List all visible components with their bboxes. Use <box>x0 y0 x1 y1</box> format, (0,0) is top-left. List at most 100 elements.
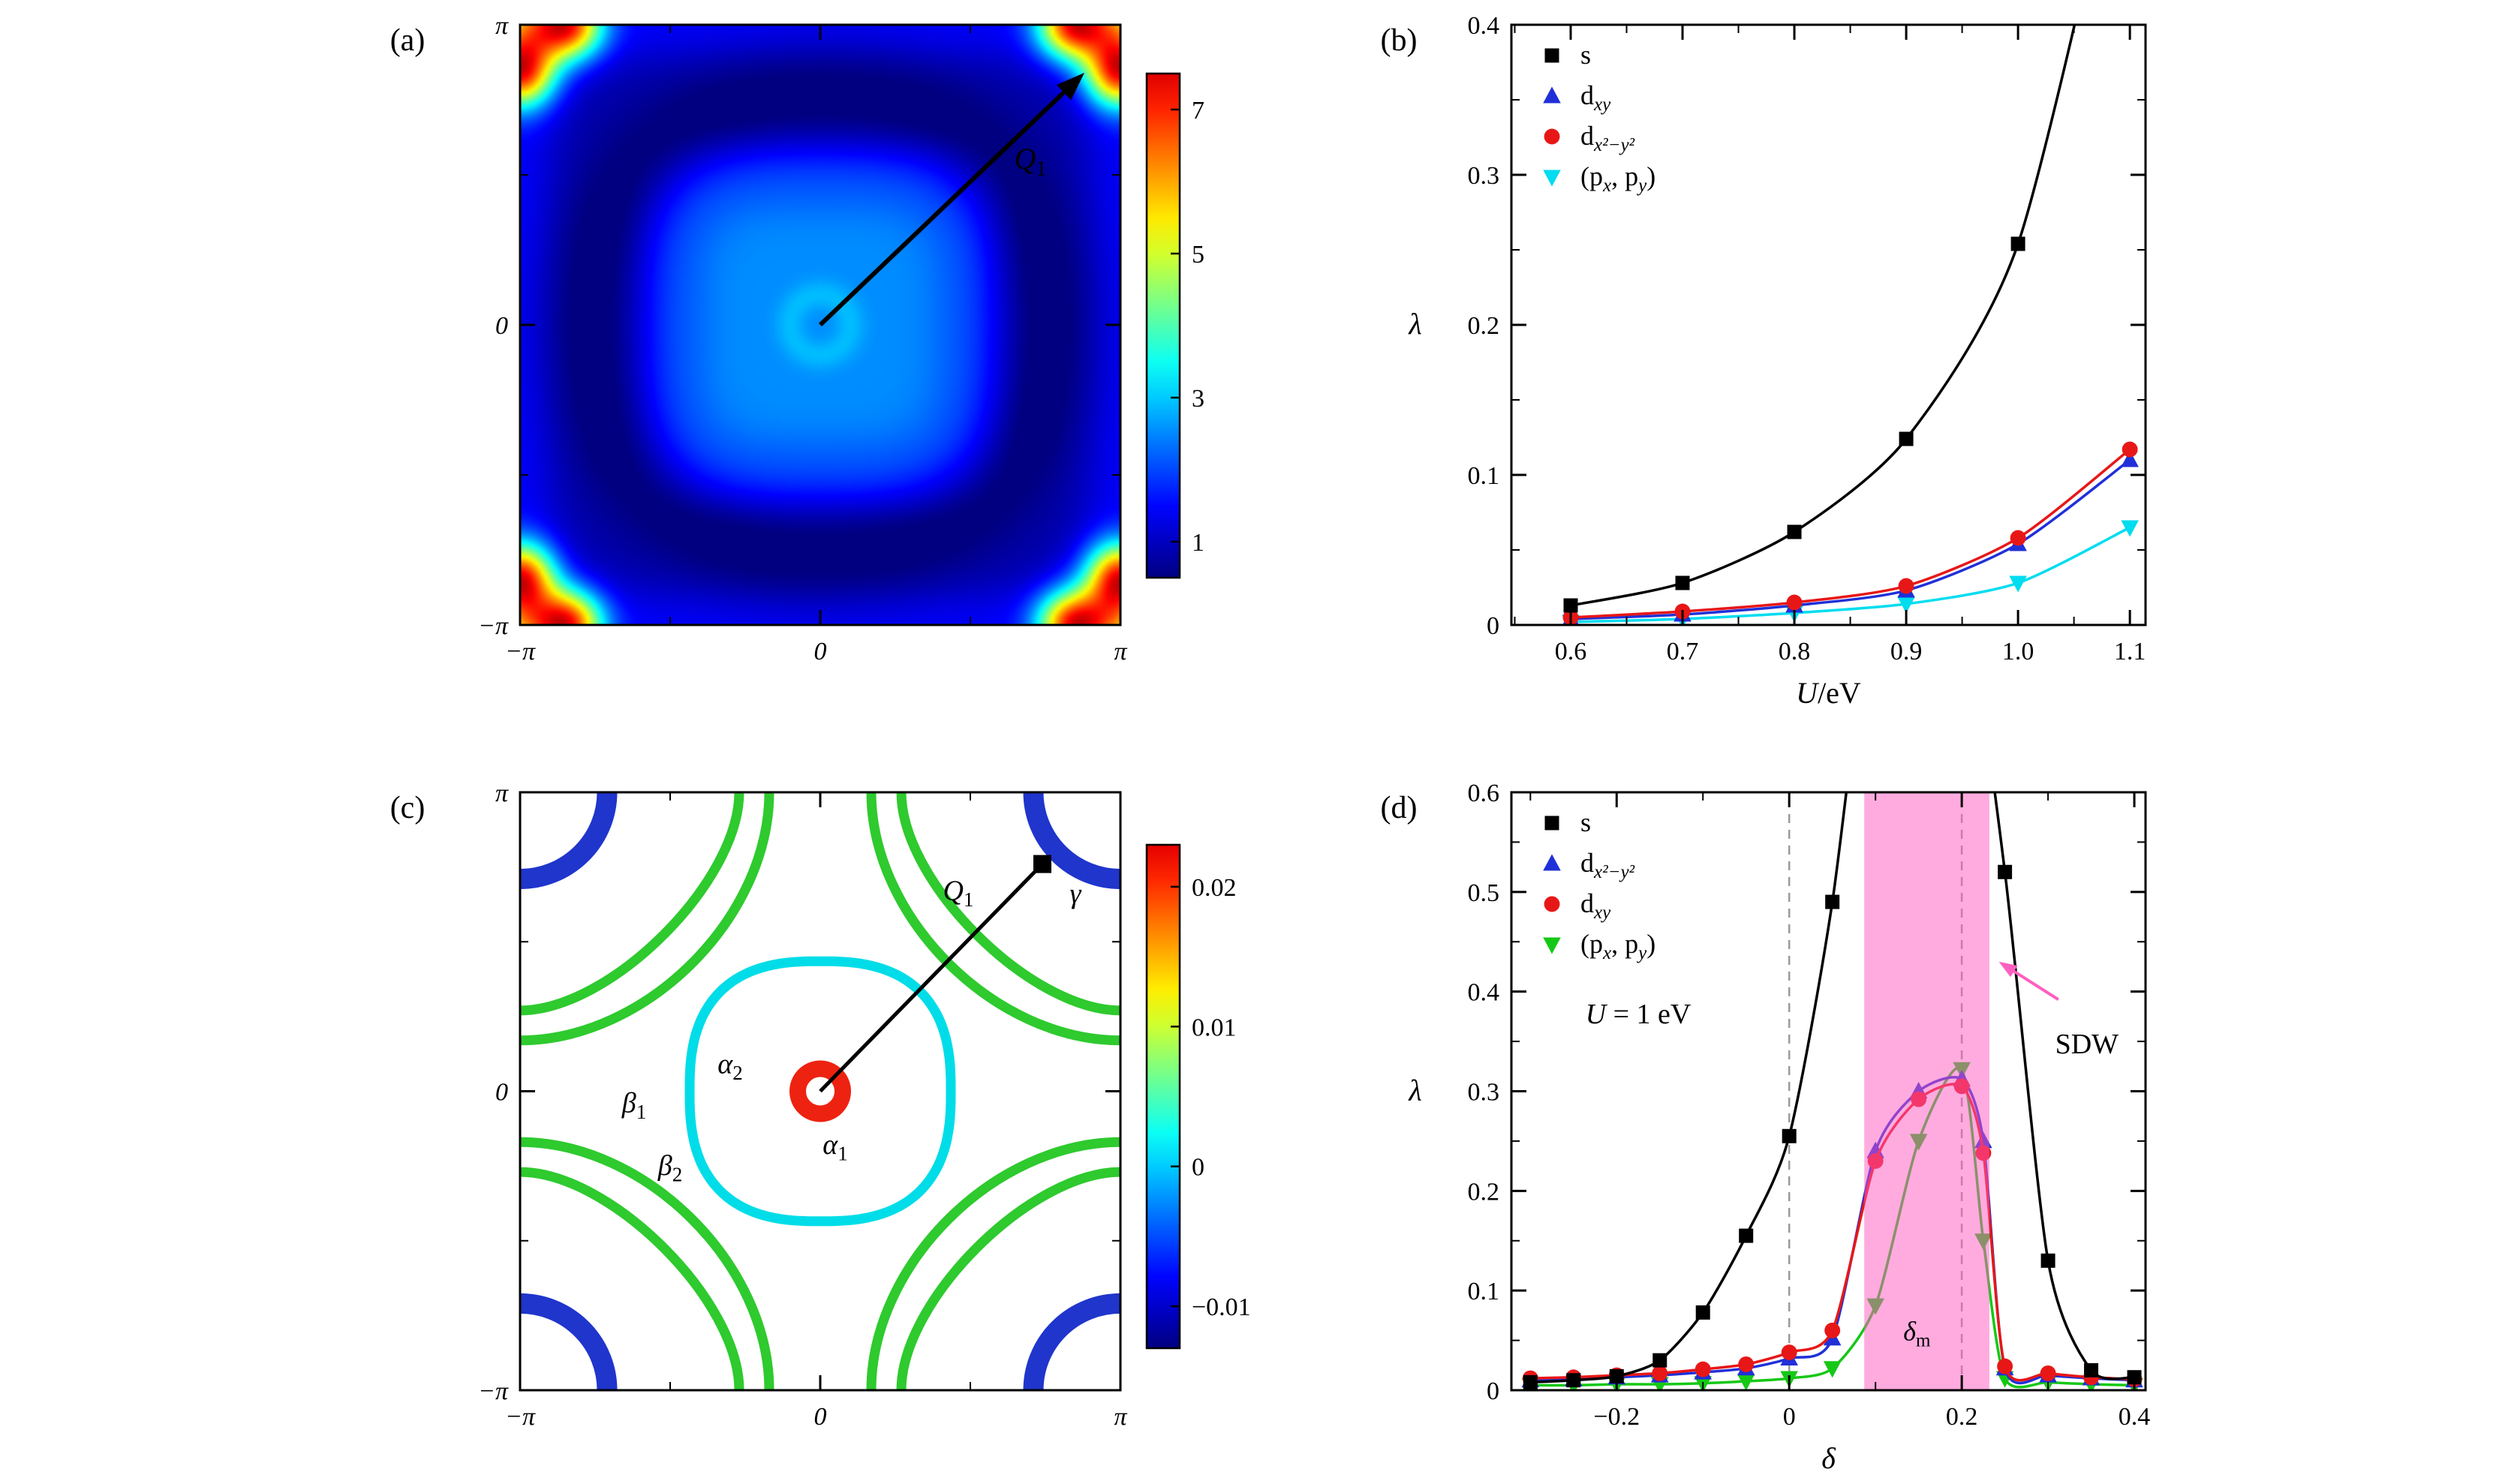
colorbar-tick-label: 0.01 <box>1192 1014 1237 1041</box>
x-tick-label: 0.7 <box>1667 638 1699 665</box>
colorbar-frame <box>1145 72 1181 579</box>
series-pxpy-point <box>1823 1361 1842 1378</box>
q1-arrow <box>818 91 1066 327</box>
colorbar-tick-label: −0.01 <box>1192 1293 1251 1321</box>
series-dx2y2-point <box>2122 441 2138 458</box>
series-s-point <box>1998 864 2013 879</box>
series-s-point <box>1695 1305 1710 1320</box>
panel-label-c: (c) <box>390 791 426 825</box>
colorbar-tick-label: 5 <box>1192 241 1204 269</box>
y-tick-label: π <box>495 780 509 807</box>
series-s-point <box>1825 894 1840 909</box>
x-tick-label: π <box>1114 1403 1127 1431</box>
series-dxy-point <box>1738 1356 1755 1372</box>
series-s-point <box>1675 575 1690 590</box>
fermi-beta2 <box>520 1167 744 1390</box>
panel-d: U = 1 eV δm SDW s dx²−y² dxy (px, py) −0.2 0 0.2 0… <box>1381 556 2151 1475</box>
series-pxpy-point <box>2121 520 2139 537</box>
x-tick-label: 0.2 <box>1946 1403 1978 1431</box>
series-dxy-point <box>1652 1365 1668 1381</box>
q1-vector <box>819 862 1044 1093</box>
panel-c: α2 α1 β1 β2 γ Q1 −π 0 π π 0 −π (c) 0.02 0.01 0 −0.01 <box>390 780 1251 1431</box>
x-tick-label: 0 <box>1783 1403 1796 1431</box>
alpha2-label: α2 <box>717 1049 742 1084</box>
series-area <box>1521 556 2143 1390</box>
series-s-point <box>1566 1373 1581 1388</box>
colorbar-tick-label: 0.02 <box>1192 874 1237 902</box>
series-dx2y2-markers <box>1521 1070 2143 1388</box>
fermi-beta2 <box>896 1167 1120 1390</box>
x-tick-label: 0.4 <box>2119 1403 2151 1431</box>
fermi-beta2 <box>896 792 1120 1016</box>
y-tick-label: 0.1 <box>1468 462 1500 490</box>
y-tick-label: 0.4 <box>1468 979 1500 1007</box>
series-s-point <box>1869 556 1883 570</box>
fermi-beta2 <box>520 792 744 1016</box>
x-tick-label: −π <box>505 638 536 665</box>
series-dxy-point <box>1781 1344 1797 1360</box>
fermi-beta1 <box>520 792 774 1046</box>
sdw-region <box>1864 792 1989 1390</box>
legend-marker-dx2y2 <box>1543 854 1561 871</box>
panel-label-b: (b) <box>1381 23 1418 58</box>
colorbar-c <box>1147 845 1180 1348</box>
colorbar-tick-label: 1 <box>1192 529 1204 557</box>
panel-d-frame <box>1510 791 2147 1392</box>
x-tick-label: 0.6 <box>1555 638 1587 665</box>
series-s-point <box>1739 1228 1754 1243</box>
q1-endpoint-marker <box>1033 855 1051 873</box>
y-tick-label: −π <box>478 612 509 640</box>
panel-a-frame <box>519 23 1122 626</box>
legend-label-dxy: dxy <box>1580 80 1611 115</box>
series-dxy-point <box>1997 1358 2013 1374</box>
series-dxy-point <box>1695 1361 1711 1377</box>
series-s-markers <box>1523 556 2142 1389</box>
panel-label-a: (a) <box>390 23 426 58</box>
y-tick-label: π <box>495 12 509 40</box>
legend-marker-s <box>1544 48 1559 63</box>
series-s-line <box>1570 25 2076 607</box>
x-tick-label: π <box>1114 638 1127 665</box>
legend-label-dxy: dxy <box>1580 888 1611 923</box>
y-tick-label: 0 <box>1487 1377 1499 1405</box>
y-tick-label: 0.3 <box>1468 162 1500 190</box>
legend-marker-s <box>1544 816 1559 831</box>
series-s-point <box>2010 236 2025 251</box>
legend-label-dx2y2: dx²−y² <box>1580 121 1635 155</box>
sdw-label: SDW <box>2055 1029 2119 1060</box>
series-dxy-line <box>1570 458 2131 620</box>
colorbar-tick-label: 0 <box>1192 1154 1204 1182</box>
panel-b-frame <box>1510 23 2147 626</box>
gamma-label: γ <box>1070 878 1082 909</box>
panel-b: s dxy dx²−y² (px, py) 0.6 0.7 0.8 0.9 1.0 1.1 0 0.1… <box>1381 12 2147 710</box>
x-tick-label: 0 <box>814 638 827 665</box>
q1-label-a: Q1 <box>1015 142 1047 181</box>
x-axis-label: δ <box>1821 1441 1836 1475</box>
series-pxpy-point <box>1737 1374 1755 1390</box>
y-tick-label: 0.6 <box>1468 780 1500 807</box>
x-tick-label: −0.2 <box>1593 1403 1640 1431</box>
colorbar-a <box>1147 74 1180 578</box>
series-dxy-point <box>2040 1365 2056 1381</box>
legend-marker-pxpy <box>1543 170 1561 187</box>
x-tick-label: −π <box>505 1403 536 1431</box>
legend-label-pxpy: (px, py) <box>1580 929 1655 963</box>
y-tick-label: 0.5 <box>1468 879 1500 907</box>
y-tick-label: 0.3 <box>1468 1079 1500 1107</box>
y-tick-label: 0 <box>495 1079 508 1107</box>
alpha1-label: α1 <box>822 1129 847 1164</box>
legend-label-s: s <box>1580 40 1591 70</box>
q1-label-c: Q1 <box>943 875 974 910</box>
fermi-alpha2 <box>684 956 956 1227</box>
sdw-arrow <box>2013 970 2059 1001</box>
legend-label-s: s <box>1580 807 1591 837</box>
x-tick-label: 0.9 <box>1890 638 1923 665</box>
series-s-point <box>1563 598 1578 613</box>
x-tick-label: 1.0 <box>2002 638 2034 665</box>
beta1-label: β1 <box>621 1087 646 1122</box>
x-tick-label: 0 <box>814 1403 827 1431</box>
y-axis-label: λ <box>1408 307 1421 341</box>
legend-marker-dxy <box>1543 86 1561 104</box>
panel-c-frame <box>519 791 1122 1392</box>
delta-m-label: δm <box>1903 1317 1931 1351</box>
